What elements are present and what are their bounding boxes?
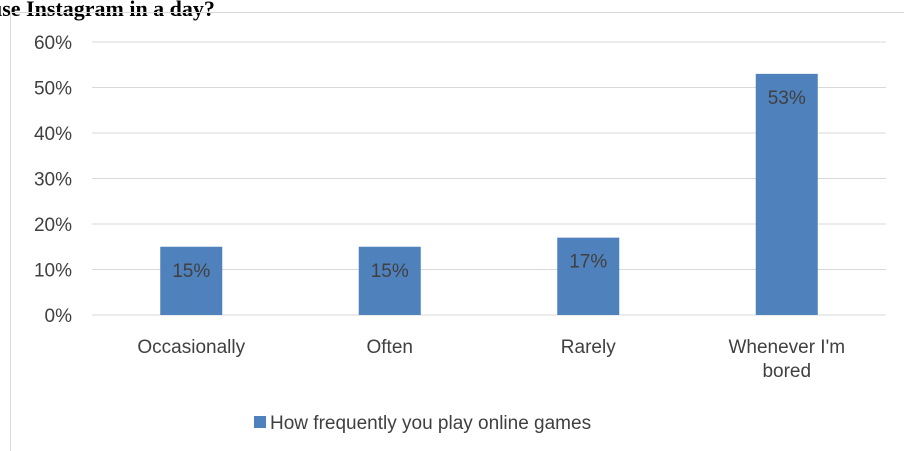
y-tick-label: 10% — [34, 261, 72, 282]
page-title: use Instagram in a day? — [0, 0, 904, 24]
data-label: 53% — [768, 88, 806, 109]
x-category-label: Occasionally — [137, 337, 245, 358]
legend-swatch — [254, 416, 266, 428]
y-tick-label: 0% — [45, 306, 73, 327]
data-label: 17% — [569, 252, 607, 273]
bar — [557, 237, 620, 315]
bar — [755, 73, 818, 315]
legend-label: How frequently you play online games — [270, 413, 591, 434]
y-tick-label: 20% — [34, 215, 72, 236]
y-axis-tick-labels: 0% 10% 20% 30% 40% 50% 60% — [34, 33, 72, 327]
x-category-label: Rarely — [561, 337, 616, 358]
page-title-text: use Instagram in a day? — [0, 0, 215, 21]
data-label: 15% — [371, 261, 409, 282]
data-label: 15% — [172, 261, 210, 282]
x-category-label: bored — [762, 361, 811, 382]
y-tick-label: 30% — [34, 170, 72, 191]
chart-frame-left-border — [10, 12, 11, 451]
y-tick-label: 60% — [34, 33, 72, 54]
chart-frame-top-border — [10, 12, 904, 13]
bars — [160, 73, 818, 315]
x-axis-category-labels: Occasionally Often Rarely Whenever I'm bored — [137, 337, 845, 382]
bar — [358, 246, 421, 315]
data-labels: 15% 15% 17% 53% — [172, 88, 806, 282]
x-category-label: Whenever I'm — [728, 337, 845, 358]
y-tick-label: 40% — [34, 124, 72, 145]
y-tick-label: 50% — [34, 79, 72, 100]
bar — [160, 246, 223, 315]
legend: How frequently you play online games — [254, 413, 591, 434]
x-category-label: Often — [367, 337, 413, 358]
gridlines — [92, 41, 886, 316]
